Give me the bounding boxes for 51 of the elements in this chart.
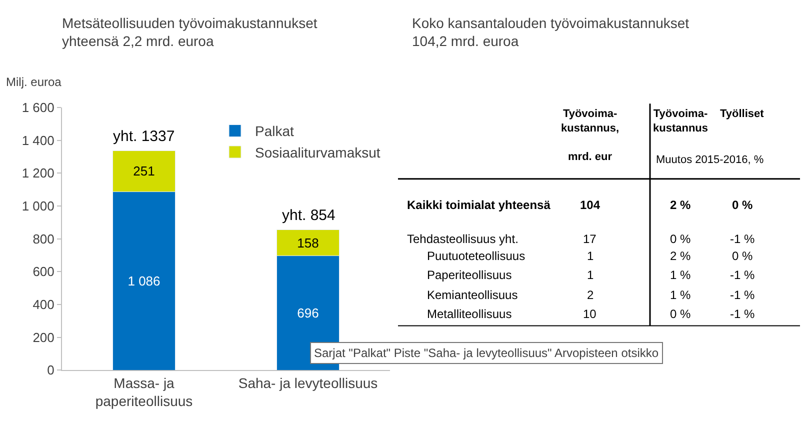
data-label: 1 bbox=[587, 249, 594, 263]
y-tick-label: 1 200 bbox=[22, 166, 54, 181]
category-label: Kemianteollisuus bbox=[427, 288, 518, 302]
category-label: Metalliteollisuus bbox=[427, 307, 512, 321]
data-label: 2 % bbox=[670, 198, 692, 212]
data-label: 1 086 bbox=[128, 273, 160, 288]
data-label: 1 % bbox=[670, 268, 692, 282]
data-label: 0 % bbox=[732, 198, 754, 212]
y-tick-label: 400 bbox=[32, 297, 54, 312]
data-label: 17 bbox=[583, 232, 597, 246]
data-label: 696 bbox=[297, 305, 319, 320]
y-tick-label: 1 000 bbox=[22, 198, 54, 214]
chart-title: Metsäteollisuuden työvoimakustannukset yhteensä 2,2 mrd. euroa bbox=[62, 15, 318, 50]
y-tick-label: 800 bbox=[32, 231, 54, 246]
data-label: -1 % bbox=[730, 232, 756, 246]
y-tick-label: 0 bbox=[47, 362, 54, 378]
x-tick-label: Saha- ja levyteollisuus bbox=[238, 374, 378, 391]
x-tick-label: Massa- ja paperiteollisuus bbox=[95, 374, 193, 410]
data-label: 1 % bbox=[670, 288, 692, 302]
total-label: yht. 854 bbox=[282, 207, 336, 224]
data-label: 251 bbox=[133, 164, 155, 179]
data-label: 2 bbox=[587, 288, 594, 302]
y-axis-title: Milj. euroa bbox=[6, 75, 62, 89]
data-label: 10 bbox=[583, 307, 597, 321]
total-label: yht. 1337 bbox=[113, 128, 175, 145]
data-label: 0 % bbox=[732, 249, 754, 263]
y-tick-label: 1 400 bbox=[22, 132, 54, 148]
data-label: 2 % bbox=[670, 249, 692, 263]
data-label: 1 bbox=[587, 268, 594, 282]
data-label: -1 % bbox=[730, 288, 756, 302]
y-tick-label: 200 bbox=[32, 330, 54, 345]
data-label: 158 bbox=[297, 235, 319, 250]
category-label: Tehdasteollisuus yht. bbox=[407, 232, 518, 246]
text: Muutos 2015-2016, % bbox=[656, 154, 764, 166]
data-label: -1 % bbox=[730, 268, 756, 282]
data-label: 0 % bbox=[670, 307, 692, 321]
legend-label: Sosiaaliturvamaksut bbox=[255, 144, 380, 160]
data-label: 104 bbox=[580, 198, 600, 212]
text: Työvoima- kustannus bbox=[653, 108, 708, 134]
text: Työvoima- kustannus, mrd. eur bbox=[561, 108, 620, 163]
text: Työlliset bbox=[720, 108, 764, 120]
annotation: Sarjat "Palkat" Piste "Saha- ja levyteollisuus" Arvopisteen otsikko bbox=[314, 346, 659, 360]
category-label: Puutuoteteollisuus bbox=[427, 249, 526, 263]
y-tick-label: 1 600 bbox=[22, 100, 54, 115]
data-label: 0 % bbox=[670, 232, 692, 246]
legend-label: Palkat bbox=[255, 123, 294, 140]
text: Koko kansantalouden työvoimakustannukset 104,2 mrd. euroa bbox=[412, 15, 690, 50]
category-label: Paperiteollisuus bbox=[427, 268, 512, 282]
data-label: -1 % bbox=[730, 307, 756, 321]
category-label: Kaikki toimialat yhteensä bbox=[407, 198, 551, 212]
y-tick-label: 600 bbox=[32, 264, 54, 280]
